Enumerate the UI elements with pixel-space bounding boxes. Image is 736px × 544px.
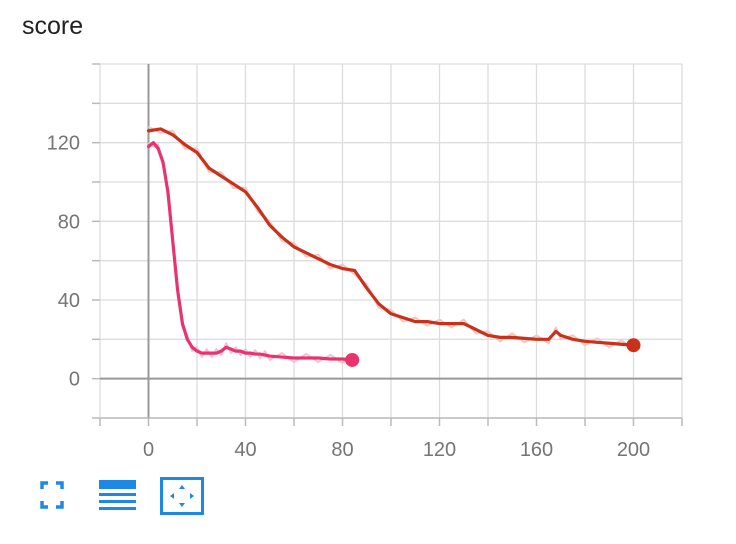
x-tick-label: 120 xyxy=(423,439,456,461)
tick-labels: 0 40 80 120 160 200 0 40 80 120 xyxy=(47,133,651,461)
x-tick-label: 160 xyxy=(520,439,553,461)
series-line xyxy=(146,127,636,347)
axes xyxy=(92,63,683,426)
fullscreen-button[interactable] xyxy=(30,477,74,515)
y-tick-label: 40 xyxy=(58,290,80,312)
x-tick-label: 80 xyxy=(331,439,353,461)
series-layer xyxy=(146,125,641,367)
y-tick-label: 0 xyxy=(69,369,80,391)
toggle-lines-button[interactable] xyxy=(96,477,140,515)
series-line xyxy=(146,141,354,362)
fit-domain-button[interactable] xyxy=(160,477,204,515)
series-raw-line xyxy=(147,141,353,364)
x-tick-label: 40 xyxy=(234,439,256,461)
line-chart[interactable]: 0 40 80 120 160 200 0 40 80 120 xyxy=(0,0,736,470)
x-tick-label: 200 xyxy=(617,439,650,461)
fit-domain-icon xyxy=(160,477,204,515)
series-end-marker xyxy=(345,352,360,367)
y-tick-label: 80 xyxy=(58,211,80,233)
y-tick-label: 120 xyxy=(47,133,80,155)
fullscreen-expand-icon xyxy=(40,481,64,509)
chart-title: score xyxy=(22,12,84,40)
grid xyxy=(99,63,683,419)
series-end-marker xyxy=(626,338,641,353)
lines-list-icon xyxy=(99,480,136,510)
x-tick-label: 0 xyxy=(143,439,154,461)
